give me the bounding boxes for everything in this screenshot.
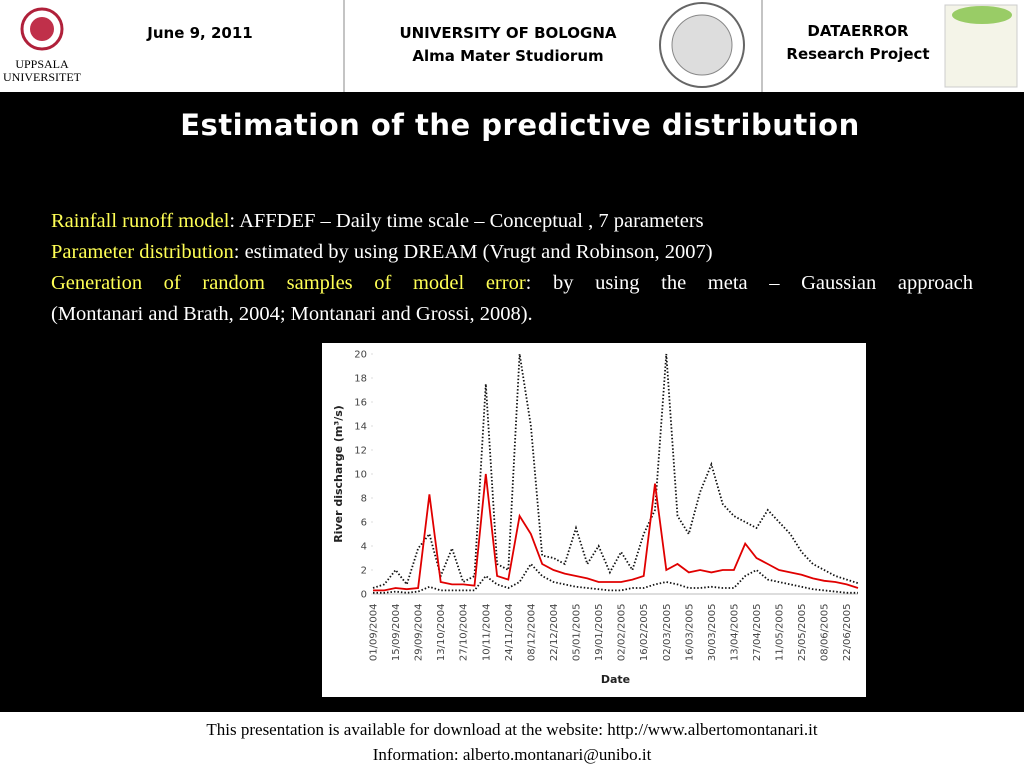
y-tick-label: 18 [354, 374, 367, 385]
text: : estimated by using DREAM (Vrugt and Ro… [233, 241, 713, 263]
university-name: UNIVERSITY OF BOLOGNA [399, 24, 617, 42]
footer: This presentation is available for downl… [0, 712, 1024, 768]
y-tick-label: 10 [354, 470, 367, 481]
text-line: Generation of random samples of model er… [51, 268, 973, 299]
x-tick-label: 08/12/2004 [526, 604, 537, 662]
chart-background [322, 343, 866, 697]
footer-line: This presentation is available for downl… [206, 720, 818, 739]
text: : AFFDEF – Daily time scale – Conceptual… [229, 210, 704, 232]
project-subtitle: Research Project [786, 45, 930, 63]
x-tick-label: 08/06/2005 [820, 604, 831, 662]
x-tick-label: 16/02/2005 [639, 604, 650, 662]
x-tick-label: 29/09/2004 [414, 604, 425, 662]
text-line: (Montanari and Brath, 2004; Montanari an… [51, 303, 533, 325]
x-tick-label: 24/11/2004 [504, 604, 515, 662]
y-tick-label: 2 [361, 566, 367, 577]
slide-title: Estimation of the predictive distributio… [180, 108, 860, 142]
series-line [373, 473, 859, 592]
y-tick-label: 14 [354, 422, 367, 433]
x-tick-label: 27/04/2005 [752, 604, 763, 662]
date: June 9, 2011 [147, 24, 253, 42]
header: UPPSALA UNIVERSITET June 9, 2011 UNIVERS… [0, 0, 1024, 92]
footer-line: Information: alberto.montanari@unibo.it [372, 745, 652, 764]
text: : by using the meta – Gaussian approach [525, 272, 973, 294]
x-tick-label: 22/12/2004 [549, 604, 560, 662]
text-line: Rainfall runoff model: AFFDEF – Daily ti… [51, 206, 973, 237]
x-tick-label: 11/05/2005 [775, 604, 786, 662]
x-tick-label: 05/01/2005 [572, 604, 583, 662]
header-graphics [20, 0, 1018, 92]
highlight: Generation of random samples of model er… [51, 272, 526, 294]
x-tick-label: 10/11/2004 [481, 604, 492, 662]
y-tick-label: 20 [354, 350, 367, 361]
project-name: DATAERROR [807, 22, 909, 40]
y-tick-label: 16 [354, 398, 367, 409]
body-text: Rainfall runoff model: AFFDEF – Daily ti… [51, 206, 973, 330]
x-tick-label: 25/05/2005 [797, 604, 808, 662]
x-tick-label: 30/03/2005 [707, 604, 718, 662]
x-tick-label: 13/10/2004 [436, 604, 447, 662]
series-line [373, 562, 858, 594]
chart: 0 2 4 6 8 10 12 14 16 18 20 01/09/2004 15/09/2004 29/… [322, 343, 866, 697]
x-tick-label: 13/04/2005 [729, 604, 740, 662]
university-motto: Alma Mater Studiorum [412, 47, 604, 65]
y-tick-label: 0 [361, 590, 367, 601]
y-tick-label: 6 [361, 518, 367, 529]
uppsala-name: UPPSALA UNIVERSITET [0, 58, 84, 84]
x-tick-label: 02/02/2005 [617, 604, 628, 662]
university: UNIVERSITY OF BOLOGNA Alma Mater Studior… [360, 22, 656, 68]
series-line [372, 353, 859, 589]
y-tick-label: 8 [361, 494, 367, 505]
project: DATAERROR Research Project [762, 20, 954, 66]
bologna-seal-inner [671, 14, 733, 76]
x-tick-label: 19/01/2005 [594, 604, 605, 662]
highlight: Parameter distribution [51, 241, 234, 263]
highlight: Rainfall runoff model [51, 210, 230, 232]
x-axis-label: Date [601, 673, 630, 686]
uppsala-seal-center [30, 17, 54, 41]
x-tick-label: 27/10/2004 [459, 604, 470, 662]
text-line: Parameter distribution: estimated by usi… [51, 237, 973, 268]
x-tick-label: 02/03/2005 [662, 604, 673, 662]
x-tick-label: 01/09/2004 [369, 604, 380, 662]
y-axis-label: River discharge (m³/s) [332, 405, 345, 543]
logo-text: UNIVERSITET [3, 70, 81, 84]
x-tick-label: 15/09/2004 [391, 604, 402, 662]
y-tick-label: 4 [361, 542, 367, 553]
dataerror-logo-shape [952, 6, 1012, 24]
y-tick-label: 12 [354, 446, 367, 457]
logo-text: UPPSALA [15, 57, 69, 71]
x-tick-label: 22/06/2005 [842, 604, 853, 662]
x-tick-label: 16/03/2005 [684, 604, 695, 662]
